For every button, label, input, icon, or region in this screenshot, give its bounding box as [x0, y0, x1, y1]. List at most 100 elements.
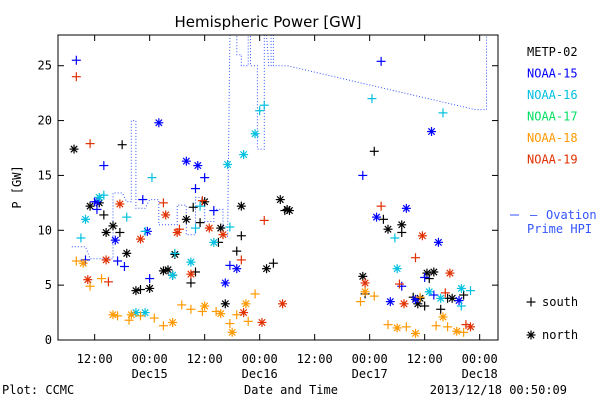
data-point-north: [216, 309, 226, 319]
data-point-north: [236, 201, 246, 211]
data-point-north: [108, 221, 118, 231]
data-point-north: [81, 214, 90, 224]
data-point-north: [358, 271, 368, 281]
data-point-north: [85, 201, 95, 211]
data-point-north: [69, 144, 79, 154]
data-point-north: [241, 299, 251, 309]
data-point-north: [397, 220, 407, 230]
ovation-legend: – Ovation Prime HPI: [510, 208, 597, 236]
data-point-north: [433, 237, 443, 247]
data-point-north: [218, 230, 228, 240]
x-axis-label: Date and Time: [244, 383, 338, 397]
x-tick-label-time: 12:00: [407, 352, 443, 366]
data-point-south: [378, 214, 388, 224]
data-point-north: [193, 161, 203, 171]
data-point-north: [122, 248, 132, 258]
data-point-south: [367, 94, 377, 104]
x-tick-label-time: 12:00: [187, 352, 223, 366]
x-tick-label-time: 00:00: [352, 352, 388, 366]
data-point-south: [197, 196, 207, 206]
y-tick-label: 20: [38, 114, 52, 128]
data-point-north: [401, 203, 411, 213]
data-point-south: [415, 292, 425, 302]
footer-left: Plot: CCMC: [2, 383, 74, 397]
ovation-legend-dash: –: [530, 208, 538, 222]
data-point-north: [92, 197, 102, 207]
data-point-south: [71, 55, 81, 65]
marker-legend: south north: [526, 295, 578, 342]
data-point-north: [466, 322, 475, 332]
data-point-north: [172, 227, 182, 237]
data-point-south: [136, 311, 145, 321]
data-point-south: [397, 227, 407, 237]
data-point-south: [394, 279, 404, 289]
x-tick-label-time: 12:00: [77, 352, 113, 366]
data-point-north: [110, 235, 120, 245]
data-point-north: [209, 237, 219, 247]
data-point-north: [181, 156, 191, 166]
data-point-north: [392, 323, 402, 333]
marker-legend-star: [526, 330, 536, 340]
data-point-north: [239, 150, 249, 160]
data-point-north: [250, 129, 260, 139]
x-tick-label-date: Dec16: [242, 367, 278, 381]
data-point-north: [101, 255, 111, 265]
x-tick-label-date: Dec15: [132, 367, 168, 381]
data-point-south: [459, 290, 469, 300]
data-point-south: [236, 231, 246, 241]
data-point-north: [223, 159, 233, 169]
data-point-south: [147, 173, 157, 183]
data-point-south: [138, 195, 148, 205]
legend-item-noaa-19: NOAA-19: [527, 153, 578, 167]
series-noaa-15: [71, 55, 464, 307]
data-point-north: [360, 278, 370, 288]
data-point-south: [420, 301, 430, 311]
data-point-south: [456, 301, 466, 311]
data-point-south: [232, 246, 242, 256]
data-point-north: [284, 206, 294, 216]
data-point-north: [140, 308, 150, 318]
data-point-north: [262, 264, 272, 274]
data-point-north: [83, 275, 93, 285]
data-point-south: [97, 274, 107, 284]
ovation-legend-label: Ovation: [546, 208, 597, 222]
data-point-south: [443, 322, 453, 332]
x-tick-label-time: 00:00: [132, 352, 168, 366]
x-tick-label-time: 12:00: [297, 352, 333, 366]
data-point-north: [445, 268, 455, 278]
data-point-north: [126, 310, 136, 320]
data-point-north: [161, 210, 171, 220]
data-point-south: [158, 321, 168, 331]
plot-frame: [57, 34, 499, 341]
data-point-south: [113, 256, 123, 266]
data-point-south: [259, 215, 269, 225]
data-point-south: [99, 161, 109, 171]
data-point-north: [427, 127, 437, 137]
data-point-south: [186, 304, 196, 314]
data-point-south: [71, 256, 81, 266]
legend-item-noaa-17: NOAA-17: [527, 110, 578, 124]
legend: METP-02 NOAA-15 NOAA-16 NOAA-17 NOAA-18 NOAA-…: [527, 45, 578, 167]
data-point-north: [101, 227, 111, 237]
data-point-north: [168, 317, 178, 327]
data-points: [69, 55, 475, 338]
data-point-north: [232, 264, 242, 274]
x-tick-label-time: 00:00: [242, 352, 278, 366]
series-noaa-18: [71, 256, 469, 338]
data-point-north: [372, 212, 382, 222]
x-tick-label-date: Dec17: [352, 367, 388, 381]
data-point-north: [115, 199, 125, 209]
data-point-south: [140, 226, 150, 236]
data-point-south: [149, 313, 159, 323]
data-point-north: [456, 283, 466, 293]
data-point-south: [188, 202, 198, 212]
data-point-north: [436, 293, 446, 303]
data-point-south: [255, 106, 265, 116]
data-point-north: [417, 231, 427, 241]
ovation-series: [71, 35, 487, 260]
data-point-north: [200, 301, 210, 311]
data-point-south: [397, 281, 407, 291]
data-point-south: [122, 212, 132, 222]
data-point-north: [131, 286, 141, 296]
data-point-south: [195, 218, 205, 228]
